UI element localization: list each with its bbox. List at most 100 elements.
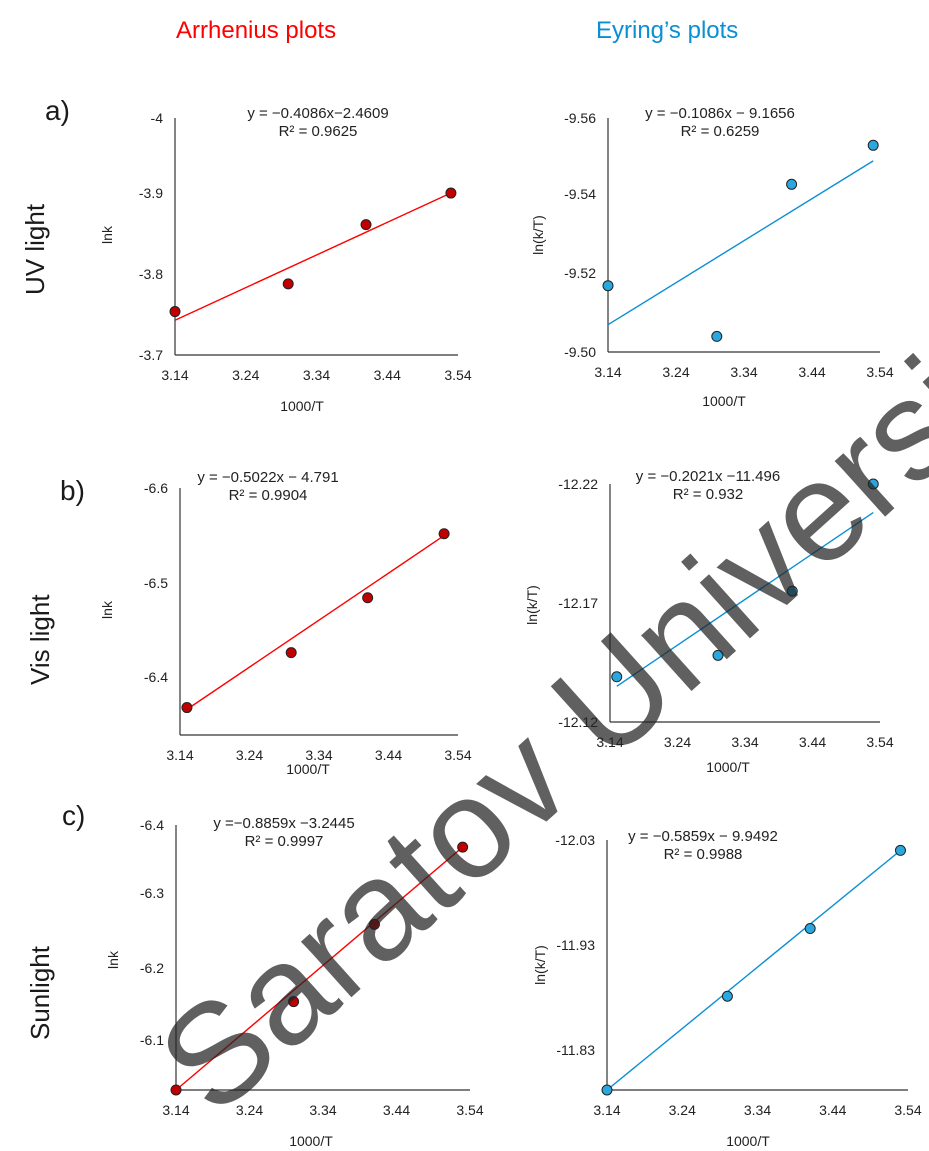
data-point: [445, 187, 457, 199]
x-tick-label: 3.44: [798, 364, 825, 380]
trendline: [616, 511, 874, 687]
trendline: [175, 846, 464, 1091]
x-tick-label: 3.14: [594, 364, 621, 380]
y-tick-label: -12.12: [558, 714, 598, 730]
y-tick-label: -3.9: [139, 185, 163, 201]
y-axis-label: lnk: [99, 600, 115, 619]
trendline: [607, 160, 874, 326]
chart-2: 3.14 3.24 3.34 3.44 3.54 -6.4 -6.5 -6.6 1000/T ln…: [99, 469, 472, 777]
x-axis-label: 1000/T: [726, 1133, 770, 1149]
x-axis-label: 1000/T: [286, 761, 330, 777]
x-tick-label: 3.14: [593, 1102, 620, 1118]
x-tick-label: 3.24: [662, 364, 689, 380]
data-point: [601, 1084, 613, 1096]
x-axis-label: 1000/T: [280, 398, 324, 414]
trendline: [606, 849, 901, 1091]
chart-4: 3.14 3.24 3.34 3.44 3.54 -6.1 -6.2 -6.3 -6.4 1000…: [105, 815, 484, 1149]
chart-1: 3.14 3.24 3.34 3.44 3.54 -9.50 -9.52 -9.54 -9.56…: [530, 105, 894, 409]
data-point: [786, 178, 798, 190]
data-point: [362, 592, 374, 604]
data-point: [711, 330, 723, 342]
data-point: [611, 671, 623, 683]
x-tick-label: 3.54: [444, 367, 471, 383]
y-tick-label: -12.22: [558, 476, 598, 492]
data-point: [894, 844, 906, 856]
y-tick-label: -6.5: [144, 575, 168, 591]
trend-equation: y = −0.5859x − 9.9492: [628, 828, 778, 845]
trend-r2: R² = 0.9625: [279, 123, 358, 140]
x-tick-label: 3.24: [664, 734, 691, 750]
data-point: [804, 923, 816, 935]
y-axis-label: ln(k/T): [532, 945, 548, 985]
data-point: [867, 478, 879, 490]
data-point: [181, 702, 193, 714]
x-tick-label: 3.54: [866, 364, 893, 380]
x-tick-label: 3.24: [232, 367, 259, 383]
x-tick-label: 3.24: [236, 1102, 263, 1118]
x-axis-label: 1000/T: [702, 393, 746, 409]
data-point: [282, 278, 294, 290]
trend-r2: R² = 0.9997: [245, 833, 324, 850]
x-tick-label: 3.14: [166, 747, 193, 763]
eyring-header: Eyring’s plots: [596, 17, 739, 44]
x-tick-label: 3.44: [383, 1102, 410, 1118]
y-axis-label: ln(k/T): [524, 585, 540, 625]
x-tick-label: 3.54: [456, 1102, 483, 1118]
y-tick-label: -9.54: [564, 186, 596, 202]
trend-r2: R² = 0.9904: [229, 487, 308, 504]
y-tick-label: -11.83: [556, 1042, 595, 1058]
trend-equation: y = −0.4086x−2.4609: [247, 105, 388, 122]
x-tick-label: 3.14: [596, 734, 623, 750]
trend-r2: R² = 0.932: [673, 486, 743, 503]
x-tick-label: 3.14: [161, 367, 188, 383]
trendline: [174, 192, 452, 321]
y-tick-label: -3.8: [139, 266, 163, 282]
x-tick-label: 3.34: [731, 734, 758, 750]
data-point: [721, 990, 733, 1002]
trend-equation: y = −0.5022x − 4.791: [197, 469, 338, 486]
y-axis-label: lnk: [105, 950, 121, 969]
chart-5: 3.14 3.24 3.34 3.44 3.54 -11.83 -11.93 -12.03 10…: [532, 828, 922, 1149]
x-tick-label: 3.24: [236, 747, 263, 763]
trend-equation: y =−0.8859x −3.2445: [213, 815, 354, 832]
row-letter-c: c): [62, 800, 86, 831]
x-tick-label: 3.54: [444, 747, 471, 763]
x-tick-label: 3.34: [305, 747, 332, 763]
chart-0: 3.14 3.24 3.34 3.44 3.54 -3.7 -3.8 -3.9 -4 1000/T…: [99, 105, 472, 414]
y-tick-label: -3.7: [139, 347, 163, 363]
y-tick-label: -6.3: [140, 885, 164, 901]
data-point: [786, 585, 798, 597]
y-tick-label: -6.4: [144, 669, 168, 685]
x-tick-label: 3.34: [744, 1102, 771, 1118]
data-point: [712, 649, 724, 661]
x-tick-label: 3.34: [730, 364, 757, 380]
data-point: [602, 280, 614, 292]
data-point: [457, 841, 469, 853]
arrhenius-header: Arrhenius plots: [176, 17, 337, 44]
data-point: [169, 306, 181, 318]
chart-3: 3.14 3.24 3.34 3.44 3.54 -12.12 -12.17 -12.22 10…: [524, 468, 894, 775]
y-tick-label: -6.1: [140, 1032, 164, 1048]
trendline: [186, 534, 445, 710]
y-tick-label: -12.03: [555, 832, 595, 848]
y-tick-label: -9.52: [564, 265, 596, 281]
data-point: [867, 139, 879, 151]
y-tick-label: -6.4: [140, 817, 164, 833]
y-tick-label: -9.50: [564, 344, 596, 360]
data-point: [170, 1084, 182, 1096]
x-tick-label: 3.44: [374, 367, 401, 383]
x-tick-label: 3.44: [819, 1102, 846, 1118]
x-tick-label: 3.54: [866, 734, 893, 750]
y-tick-label: -9.56: [564, 110, 596, 126]
x-tick-label: 3.34: [303, 367, 330, 383]
trend-r2: R² = 0.6259: [681, 123, 760, 140]
x-axis-label: 1000/T: [706, 759, 750, 775]
data-point: [368, 918, 380, 930]
y-tick-label: -12.17: [558, 595, 598, 611]
x-tick-label: 3.14: [162, 1102, 189, 1118]
row-letter-b: b): [60, 475, 85, 506]
trend-r2: R² = 0.9988: [664, 846, 743, 863]
y-tick-label: -6.6: [144, 480, 168, 496]
trend-equation: y = −0.1086x − 9.1656: [645, 105, 795, 122]
